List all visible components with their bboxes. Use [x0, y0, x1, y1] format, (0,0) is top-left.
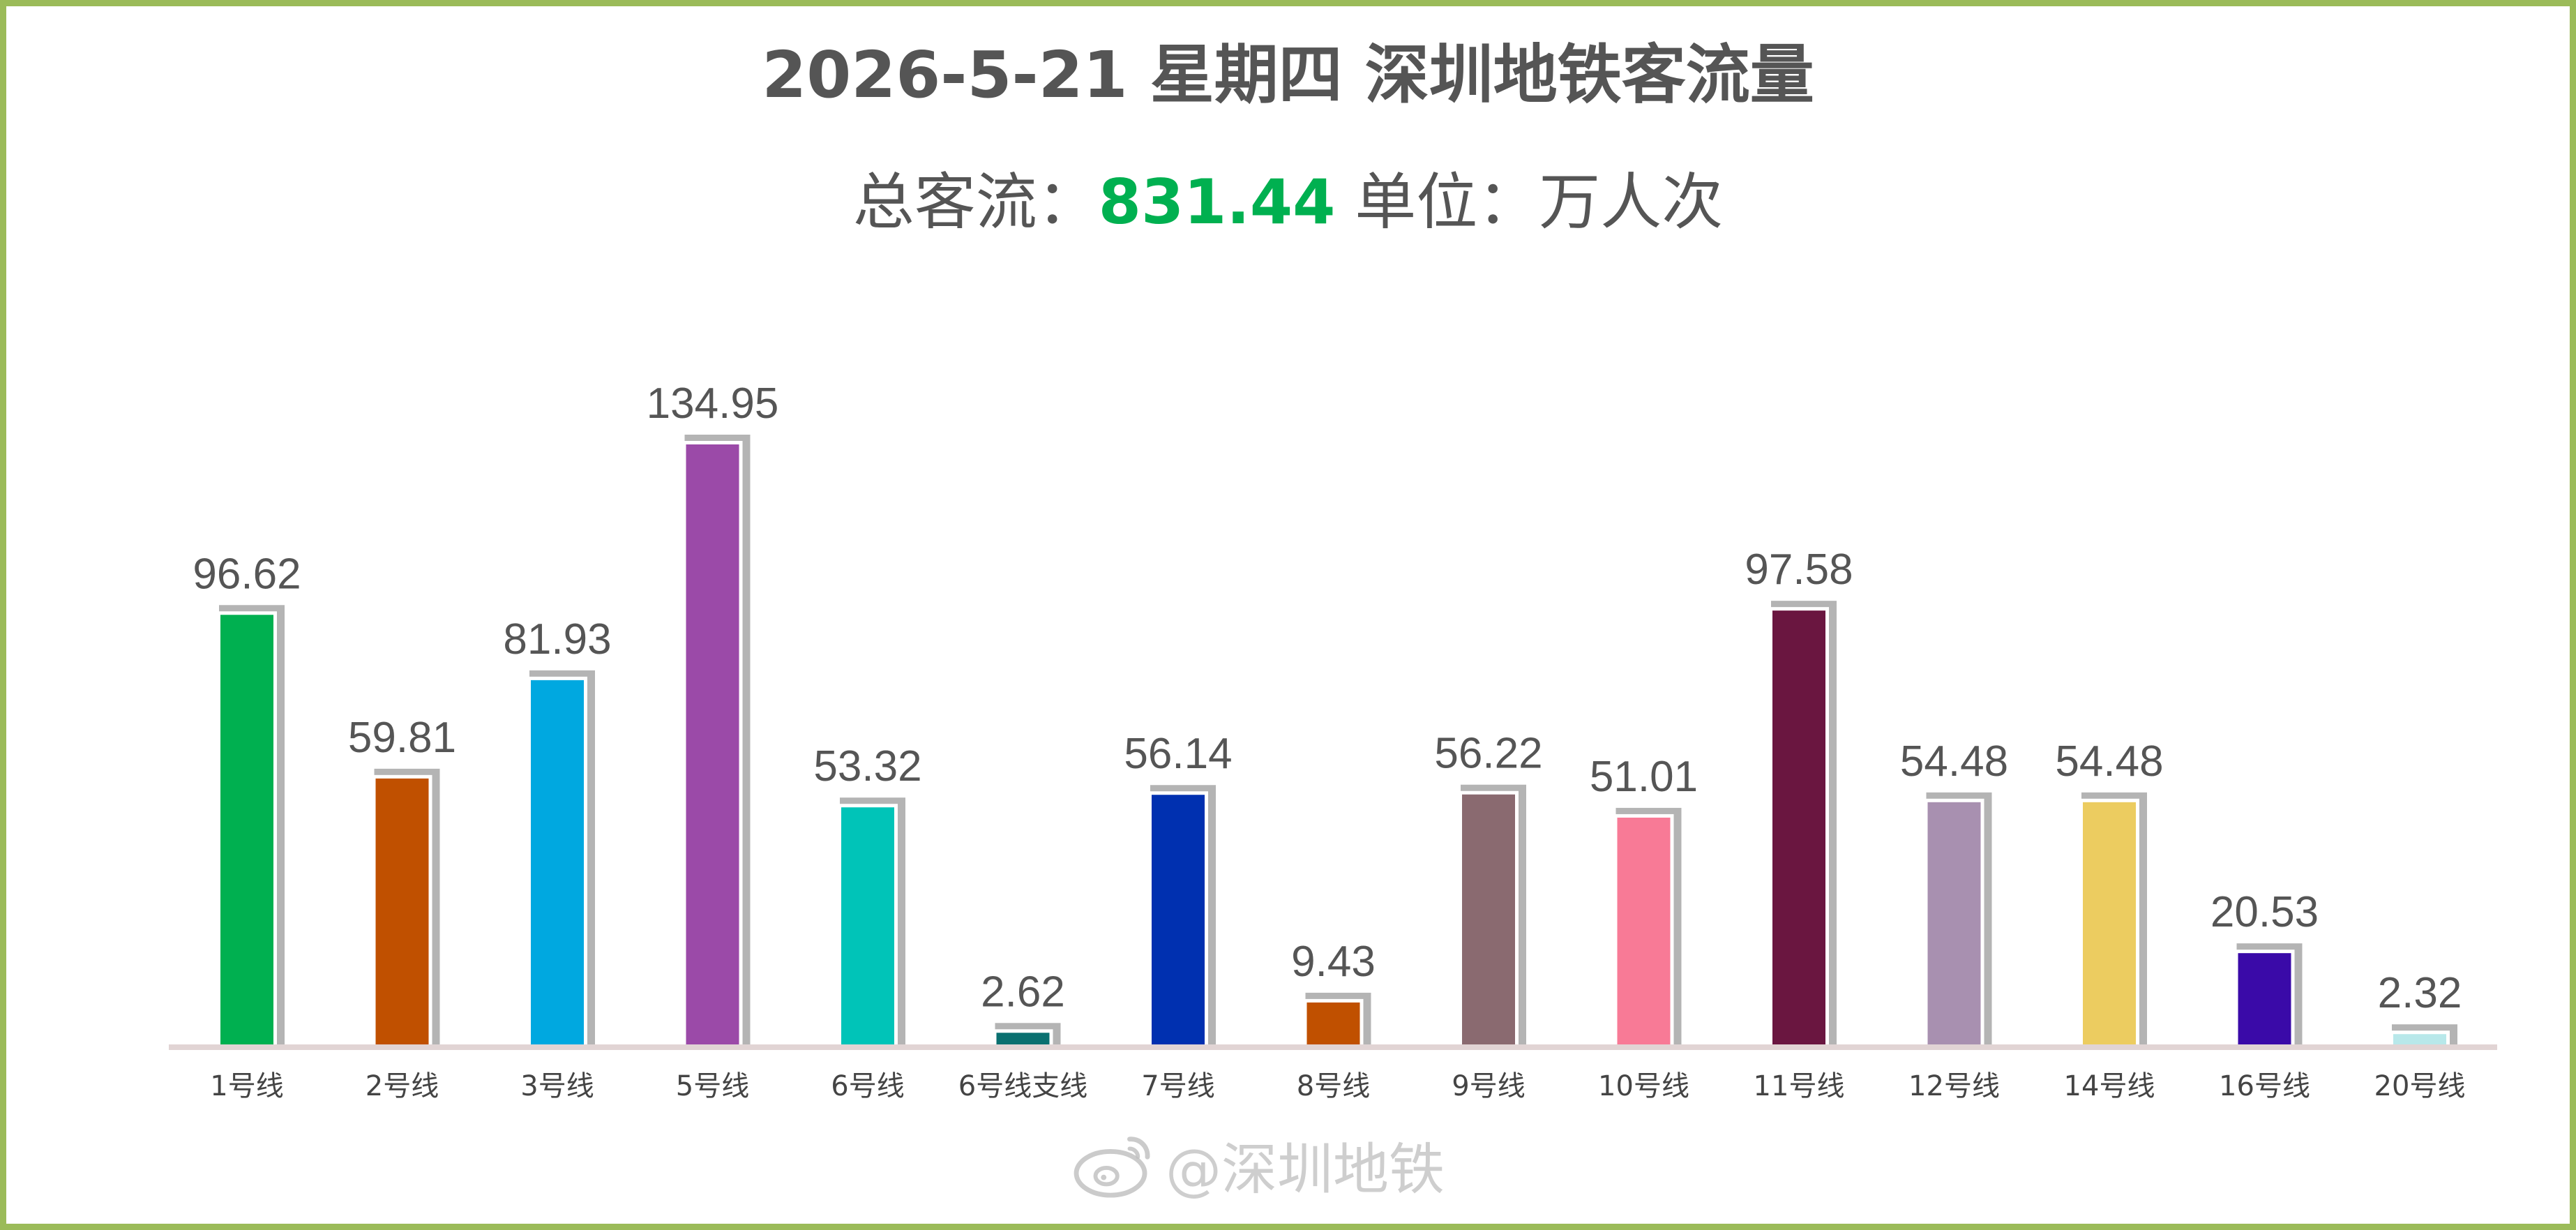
total-label: 总客流：: [852, 166, 1099, 238]
watermark: @深圳地铁: [1071, 1123, 1445, 1207]
bar: [220, 615, 273, 1044]
data-label: 56.14: [1124, 730, 1232, 778]
total-value: 831.44: [1098, 166, 1336, 238]
value-labels: 96.62 59.81 81.93 134.95 53.32 2.62 56.14 9.43 5…: [193, 380, 2462, 1017]
chart-title: 2026-5-21 星期四 深圳地铁客流量: [762, 38, 1814, 112]
x-tick-label: 14号线: [2064, 1070, 2155, 1102]
bar: [2393, 1034, 2446, 1044]
x-tick-label: 10号线: [1598, 1070, 1689, 1102]
x-tick-label: 11号线: [1754, 1070, 1845, 1102]
x-tick-label: 12号线: [1908, 1070, 2000, 1102]
data-label: 54.48: [1900, 737, 2008, 786]
data-label: 53.32: [813, 742, 921, 790]
bar: [531, 680, 584, 1044]
data-label: 9.43: [1291, 938, 1376, 986]
watermark-text: @深圳地铁: [1166, 1137, 1445, 1202]
bar: [1617, 817, 1671, 1044]
bar: [1927, 802, 1981, 1044]
x-tick-label: 8号线: [1297, 1070, 1370, 1102]
category-labels: 1号线 2号线 3号线 5号线 6号线 6号线支线 7号线 8号线 9号线 10号线 11号线 12号…: [210, 1070, 2465, 1102]
bar: [686, 444, 739, 1044]
x-tick-label: 9号线: [1452, 1070, 1525, 1102]
x-tick-label: 1号线: [210, 1070, 283, 1102]
bar: [2083, 802, 2136, 1044]
x-tick-label: 20号线: [2374, 1070, 2466, 1102]
unit-label: 单位：万人次: [1335, 166, 1724, 238]
data-label: 56.22: [1434, 730, 1542, 778]
chart-subtitle: 总客流：831.44 单位：万人次: [0, 157, 2576, 248]
bar: [375, 778, 429, 1044]
bar: [841, 807, 894, 1044]
bar: [1462, 794, 1515, 1044]
bar: [1152, 795, 1205, 1044]
x-tick-label: 16号线: [2219, 1070, 2310, 1102]
data-label: 134.95: [647, 380, 779, 428]
x-tick-label: 5号线: [676, 1070, 749, 1102]
bar: [996, 1033, 1050, 1044]
data-label: 54.48: [2055, 737, 2163, 786]
data-label: 2.62: [981, 968, 1065, 1016]
bar: [1772, 610, 1825, 1044]
data-label: 81.93: [503, 615, 611, 663]
x-tick-label: 6号线: [831, 1070, 904, 1102]
weibo-icon: [1074, 1137, 1150, 1198]
data-label: 20.53: [2210, 888, 2319, 936]
data-label: 2.32: [2378, 969, 2462, 1017]
bar: [1306, 1002, 1360, 1044]
data-label: 59.81: [348, 714, 456, 762]
data-label: 97.58: [1745, 546, 1853, 594]
x-tick-label: 2号线: [366, 1070, 439, 1102]
data-label: 51.01: [1590, 753, 1698, 801]
x-tick-label: 3号线: [520, 1070, 594, 1102]
x-tick-label: 6号线支线: [958, 1070, 1087, 1102]
x-tick-label: 7号线: [1141, 1070, 1214, 1102]
bars: [220, 444, 2446, 1044]
data-label: 96.62: [193, 550, 301, 598]
bar: [2238, 953, 2291, 1044]
